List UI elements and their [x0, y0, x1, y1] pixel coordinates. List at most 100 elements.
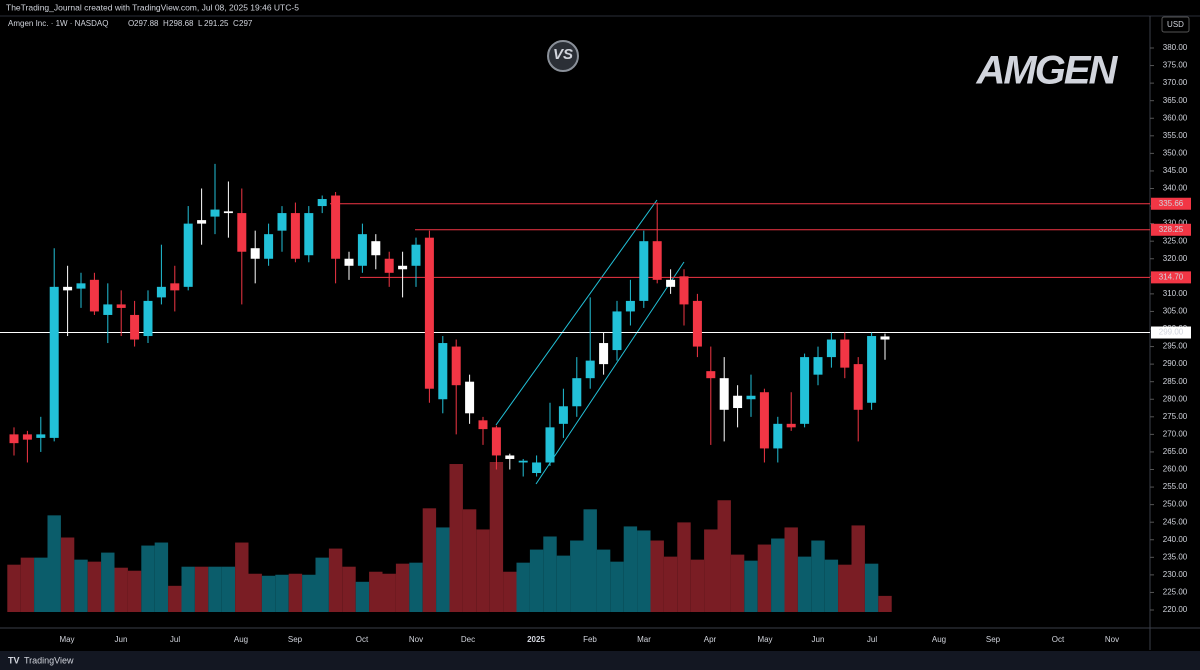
volume-bar — [677, 522, 691, 612]
candle-body — [679, 276, 689, 305]
ohlc-prefix: L — [198, 19, 203, 28]
volume-bar — [101, 552, 115, 612]
volume-bar — [757, 544, 772, 612]
candle-body — [800, 357, 810, 424]
volume-bar — [208, 566, 222, 612]
y-tick-label: 355.00 — [1163, 131, 1188, 140]
volume-bar — [637, 530, 651, 612]
channel-line — [495, 199, 658, 426]
volume-bar — [503, 571, 517, 612]
price-label: 299.00 — [1159, 328, 1184, 337]
candle-body — [344, 258, 354, 266]
channel-line — [535, 261, 685, 485]
footer-bar — [0, 651, 1200, 670]
candle-body — [733, 395, 743, 409]
candle-body — [424, 237, 434, 389]
volume-bar — [87, 561, 102, 612]
credit: TheTrading_Journal created with TradingV… — [6, 2, 299, 12]
volume-bar — [596, 549, 611, 612]
candle-body — [210, 209, 220, 217]
x-tick-label: Apr — [704, 635, 717, 644]
candle-body — [759, 392, 769, 449]
y-tick-label: 250.00 — [1163, 500, 1188, 509]
candle-body — [398, 265, 408, 270]
x-tick-label: Aug — [234, 635, 248, 644]
candle-body — [36, 434, 46, 438]
volume-bar — [221, 566, 236, 612]
candle-body — [317, 199, 327, 207]
volume-bar — [529, 549, 544, 612]
currency: USD — [1167, 20, 1184, 29]
volume-bar — [315, 557, 329, 612]
price-label: 314.70 — [1159, 272, 1184, 281]
y-tick-label: 240.00 — [1163, 535, 1188, 544]
y-tick-label: 230.00 — [1163, 570, 1188, 579]
candle-body — [331, 195, 341, 259]
volume-bar — [516, 562, 530, 612]
candle-body — [773, 423, 783, 449]
candle-body — [22, 434, 32, 440]
y-tick-label: 270.00 — [1163, 429, 1188, 438]
volume-bar — [194, 566, 209, 612]
candle-body — [652, 241, 662, 280]
volume-bar — [422, 508, 437, 612]
volume-bar — [34, 557, 48, 612]
x-tick-label: Jun — [812, 635, 825, 644]
price-label-box — [1151, 197, 1191, 210]
candle-body — [156, 286, 166, 298]
candle-body — [63, 286, 73, 291]
ohlc-prefix: C — [233, 19, 239, 28]
x-tick-label: Oct — [1052, 635, 1065, 644]
price-label: 328.25 — [1159, 225, 1184, 234]
y-tick-label: 380.00 — [1163, 43, 1188, 52]
candle-body — [465, 381, 475, 414]
volume-bar — [489, 462, 504, 612]
volume-bar — [288, 573, 303, 612]
y-tick-label: 295.00 — [1163, 342, 1188, 351]
candle-body — [277, 213, 287, 231]
volume-bar — [342, 566, 356, 612]
volume-bar — [235, 542, 249, 612]
x-tick-label: Aug — [932, 635, 946, 644]
candle-body — [357, 234, 367, 266]
brand-mark: TV — [8, 655, 20, 665]
volume-bar — [663, 556, 678, 612]
volume-bar — [704, 529, 718, 612]
volume-bar — [20, 557, 35, 612]
x-tick-label: Mar — [637, 635, 651, 644]
y-tick-label: 345.00 — [1163, 166, 1188, 175]
volume-bar — [7, 564, 21, 612]
volume-bar — [583, 509, 597, 612]
candle-body — [545, 427, 555, 463]
y-tick-label: 325.00 — [1163, 236, 1188, 245]
candle-body — [411, 244, 421, 266]
candle-body — [599, 343, 609, 365]
volume-bar — [369, 571, 383, 612]
y-tick-label: 305.00 — [1163, 307, 1188, 316]
candle-body — [505, 455, 515, 459]
candle-body — [76, 283, 86, 289]
volume-bar — [74, 559, 88, 612]
volume-bar — [610, 561, 624, 612]
x-tick-label: Oct — [356, 635, 369, 644]
y-tick-label: 255.00 — [1163, 482, 1188, 491]
x-tick-label: Sep — [288, 635, 303, 644]
price-label: 335.66 — [1159, 199, 1184, 208]
chart-title: Amgen Inc. · 1W · NASDAQ — [8, 19, 108, 28]
candle-body — [491, 427, 501, 456]
candle-body — [826, 339, 836, 358]
y-tick-label: 285.00 — [1163, 377, 1188, 386]
volume-bar — [409, 562, 423, 612]
ohlc-value: 297 — [239, 19, 253, 28]
y-tick-label: 265.00 — [1163, 447, 1188, 456]
x-tick-label: Nov — [1105, 635, 1119, 644]
y-tick-label: 320.00 — [1163, 254, 1188, 263]
volume-bar — [476, 529, 490, 612]
candle-body — [304, 213, 314, 256]
volume-bar — [771, 538, 785, 612]
volume-bar — [168, 585, 182, 612]
currency-box[interactable] — [1161, 16, 1190, 33]
candle-body — [9, 434, 19, 444]
candle-body — [170, 283, 180, 291]
